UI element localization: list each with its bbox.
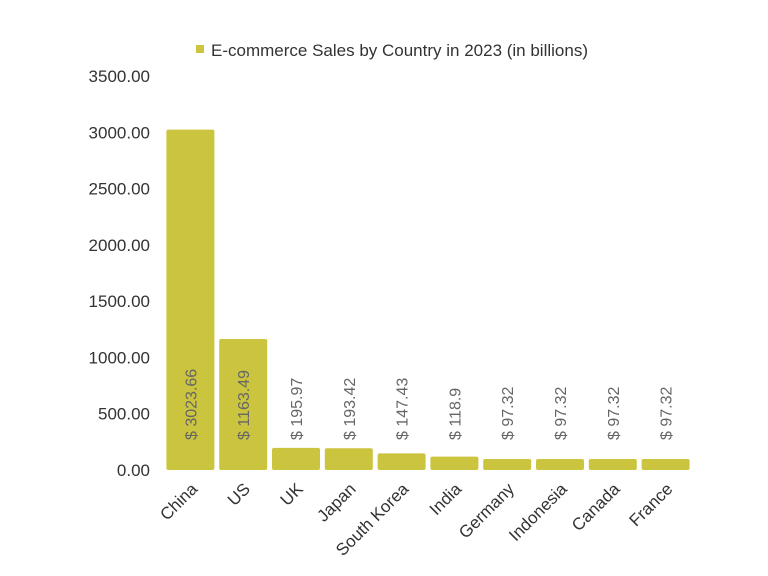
x-tick-label: Japan	[313, 479, 359, 525]
bar	[588, 459, 637, 470]
x-tick-label: Canada	[568, 479, 624, 535]
bar	[536, 459, 584, 470]
bar	[641, 459, 690, 470]
x-tick-label: China	[156, 479, 201, 524]
data-label: $ 97.32	[606, 387, 623, 440]
data-label: $ 193.42	[342, 378, 359, 440]
data-label: $ 97.32	[659, 387, 676, 440]
y-tick-label: 3000.00	[89, 123, 150, 142]
bar	[483, 459, 532, 470]
bar	[430, 456, 479, 470]
legend-label: E-commerce Sales by Country in 2023 (in …	[211, 41, 588, 60]
bar	[377, 453, 426, 470]
bar	[272, 447, 320, 470]
x-tick-label: US	[224, 479, 254, 509]
data-label: $ 195.97	[289, 378, 306, 440]
data-label: $ 97.32	[553, 387, 570, 440]
data-label: $ 3023.66	[183, 369, 200, 440]
y-tick-label: 500.00	[98, 405, 150, 424]
x-tick-label: India	[426, 479, 466, 519]
bar	[324, 448, 373, 470]
y-tick-label: 1500.00	[89, 292, 150, 311]
y-tick-label: 1000.00	[89, 348, 150, 367]
x-tick-label: UK	[277, 479, 308, 510]
data-label: $ 118.9	[447, 388, 464, 440]
data-label: $ 1163.49	[236, 370, 253, 440]
x-tick-label: Indonesia	[505, 479, 571, 545]
bar	[166, 129, 215, 470]
bars: $ 3023.66 $ 1163.49 $ 195.97 $ 193.42 $ 147.…	[166, 129, 690, 470]
y-tick-label: 3500.00	[89, 67, 150, 86]
data-label: $ 147.43	[395, 378, 412, 440]
bar	[219, 339, 268, 470]
y-axis: 0.00 500.00 1000.00 1500.00 2000.00 2500.00 30…	[89, 67, 150, 480]
legend: E-commerce Sales by Country in 2023 (in …	[196, 41, 588, 60]
data-label: $ 97.32	[500, 387, 517, 440]
y-tick-label: 0.00	[117, 461, 150, 480]
x-tick-label: France	[626, 479, 677, 530]
y-tick-label: 2000.00	[89, 236, 150, 255]
legend-swatch	[196, 45, 204, 53]
y-tick-label: 2500.00	[89, 180, 150, 199]
